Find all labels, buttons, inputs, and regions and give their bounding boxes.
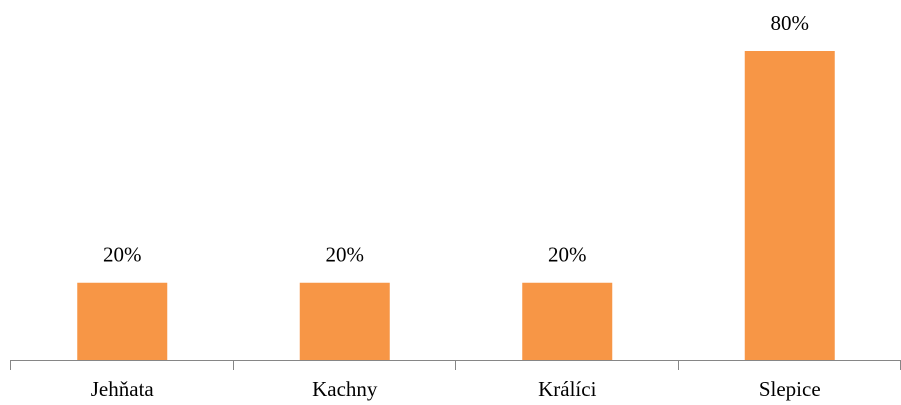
data-label: 20% [548, 243, 587, 267]
x-tick-label: Jehňata [91, 377, 155, 401]
x-tick-label: Slepice [759, 377, 821, 401]
bar [299, 282, 390, 360]
data-label: 20% [103, 243, 142, 267]
data-label: 20% [326, 243, 365, 267]
bar [744, 51, 835, 360]
data-label: 80% [771, 11, 810, 35]
bar [77, 282, 168, 360]
x-tick-label: Králíci [538, 377, 596, 401]
bar [522, 282, 613, 360]
x-tick-label: Kachny [312, 377, 378, 401]
